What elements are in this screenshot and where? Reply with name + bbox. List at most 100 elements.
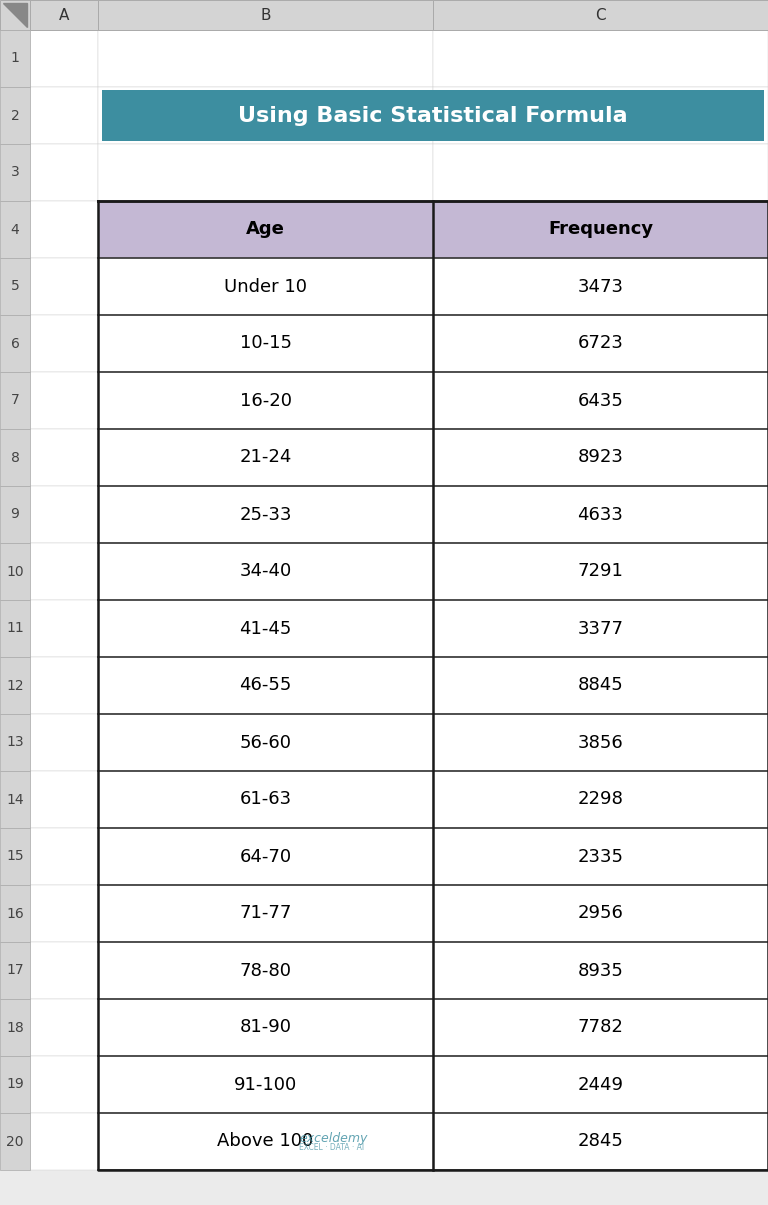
Text: 8: 8 xyxy=(11,451,19,464)
Bar xyxy=(102,90,764,141)
Bar xyxy=(0,1113,30,1170)
Bar xyxy=(30,372,98,429)
Bar xyxy=(433,429,768,486)
Bar xyxy=(0,1056,30,1113)
Bar xyxy=(0,0,30,30)
Text: 8923: 8923 xyxy=(578,448,624,466)
Bar xyxy=(98,543,433,600)
Text: 3: 3 xyxy=(11,165,19,180)
Text: 2845: 2845 xyxy=(578,1133,624,1151)
Text: 16: 16 xyxy=(6,906,24,921)
Text: 7782: 7782 xyxy=(578,1018,624,1036)
Text: 25-33: 25-33 xyxy=(240,506,292,523)
Bar xyxy=(30,30,98,87)
Bar xyxy=(433,30,768,87)
Bar xyxy=(0,715,30,771)
Text: Age: Age xyxy=(246,221,285,239)
Text: 78-80: 78-80 xyxy=(240,962,292,980)
Text: 4633: 4633 xyxy=(578,506,624,523)
Bar xyxy=(98,201,433,258)
Text: B: B xyxy=(260,7,271,23)
Bar xyxy=(433,1056,768,1113)
Text: 19: 19 xyxy=(6,1077,24,1092)
Bar xyxy=(98,771,433,828)
Bar xyxy=(98,30,433,87)
Bar xyxy=(98,315,433,372)
Bar xyxy=(0,30,30,87)
Bar xyxy=(30,201,98,258)
Text: 5: 5 xyxy=(11,280,19,294)
Bar xyxy=(0,828,30,884)
Bar xyxy=(30,999,98,1056)
Bar xyxy=(98,429,433,486)
Text: 2335: 2335 xyxy=(578,847,624,865)
Bar xyxy=(433,884,768,942)
Text: Using Basic Statistical Formula: Using Basic Statistical Formula xyxy=(238,106,627,125)
Text: A: A xyxy=(59,7,69,23)
Text: 1: 1 xyxy=(11,52,19,65)
Text: 7: 7 xyxy=(11,394,19,407)
Text: 2956: 2956 xyxy=(578,905,624,923)
Bar xyxy=(433,600,768,657)
Text: 2298: 2298 xyxy=(578,790,624,809)
Bar xyxy=(30,715,98,771)
Text: 46-55: 46-55 xyxy=(240,676,292,694)
Bar xyxy=(0,429,30,486)
Bar xyxy=(433,372,768,429)
Bar xyxy=(30,828,98,884)
Bar xyxy=(433,201,768,258)
Bar xyxy=(30,771,98,828)
Bar xyxy=(0,543,30,600)
Bar xyxy=(98,87,433,145)
Bar xyxy=(433,715,768,771)
Bar xyxy=(0,87,30,145)
Bar xyxy=(98,828,433,884)
Text: 11: 11 xyxy=(6,622,24,635)
Bar xyxy=(433,942,768,999)
Bar xyxy=(433,258,768,315)
Bar xyxy=(433,543,768,600)
Bar xyxy=(0,145,30,201)
Bar xyxy=(0,315,30,372)
Text: 13: 13 xyxy=(6,735,24,750)
Bar xyxy=(98,1056,433,1113)
Text: 9: 9 xyxy=(11,507,19,522)
Bar xyxy=(0,258,30,315)
Bar xyxy=(433,828,768,884)
Text: 71-77: 71-77 xyxy=(240,905,292,923)
Text: 91-100: 91-100 xyxy=(234,1076,297,1093)
Text: 2449: 2449 xyxy=(578,1076,624,1093)
Bar xyxy=(0,372,30,429)
Bar xyxy=(98,715,433,771)
Text: 3377: 3377 xyxy=(578,619,624,637)
Bar xyxy=(433,1113,768,1170)
Bar xyxy=(0,999,30,1056)
Text: 18: 18 xyxy=(6,1021,24,1035)
Bar xyxy=(433,87,768,145)
Text: 12: 12 xyxy=(6,678,24,693)
Text: EXCEL · DATA · AI: EXCEL · DATA · AI xyxy=(299,1144,364,1152)
Text: 3856: 3856 xyxy=(578,734,624,752)
Bar xyxy=(30,315,98,372)
Text: 10: 10 xyxy=(6,564,24,578)
Text: 16-20: 16-20 xyxy=(240,392,292,410)
Bar xyxy=(98,258,433,315)
Text: 20: 20 xyxy=(6,1134,24,1148)
Bar xyxy=(433,201,768,258)
Bar xyxy=(98,145,433,201)
Text: C: C xyxy=(595,7,606,23)
Bar xyxy=(0,771,30,828)
Bar xyxy=(30,657,98,715)
Polygon shape xyxy=(3,2,27,27)
Bar xyxy=(30,429,98,486)
Text: 34-40: 34-40 xyxy=(240,563,292,581)
Bar xyxy=(433,771,768,828)
Bar xyxy=(98,999,433,1056)
Bar xyxy=(433,486,768,543)
Bar xyxy=(98,600,433,657)
Bar xyxy=(30,884,98,942)
Text: exceldemy: exceldemy xyxy=(299,1131,367,1145)
Bar xyxy=(30,942,98,999)
Bar xyxy=(0,486,30,543)
Bar xyxy=(433,999,768,1056)
